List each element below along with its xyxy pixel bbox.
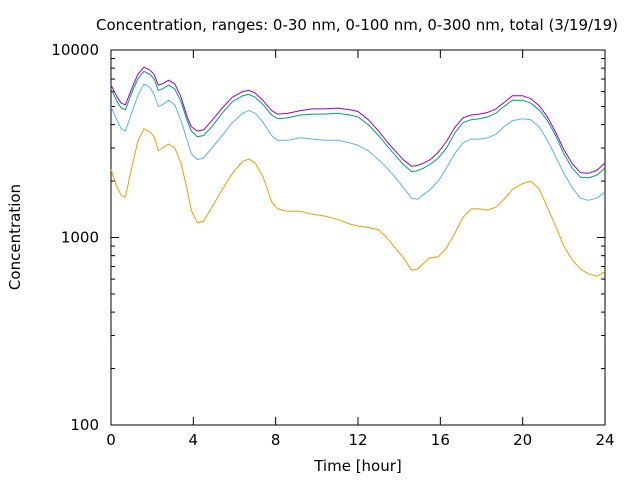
series-line-1 bbox=[110, 128, 606, 277]
series-layer bbox=[110, 66, 606, 277]
x-axis-label: Time [hour] bbox=[313, 457, 402, 475]
series-line-4 bbox=[110, 66, 606, 174]
y-tick-label: 10000 bbox=[51, 41, 99, 59]
x-tick-label: 0 bbox=[106, 431, 116, 449]
series-line-2 bbox=[110, 83, 606, 201]
plot-frame bbox=[110, 49, 606, 426]
x-tick-label: 8 bbox=[271, 431, 281, 449]
y-axis-label: Concentration bbox=[6, 184, 24, 290]
x-tick-label: 16 bbox=[431, 431, 450, 449]
x-tick-label: 12 bbox=[348, 431, 367, 449]
x-tick-label: 20 bbox=[513, 431, 532, 449]
chart-title: Concentration, ranges: 0-30 nm, 0-100 nm… bbox=[96, 16, 618, 34]
y-tick-label: 1000 bbox=[61, 229, 99, 247]
axis-ticks: 0 4 8 12 16 20 24 100 1000 10000 bbox=[51, 41, 614, 449]
x-tick-label: 24 bbox=[595, 431, 614, 449]
y-tick-label: 100 bbox=[70, 416, 99, 434]
x-tick-label: 4 bbox=[189, 431, 199, 449]
series-line-3 bbox=[110, 70, 606, 179]
